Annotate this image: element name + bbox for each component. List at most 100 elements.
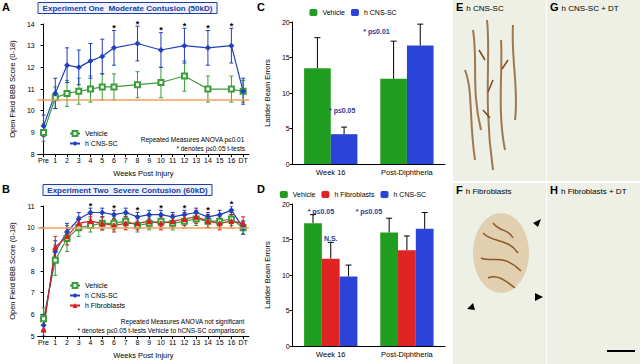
svg-text:8: 8 — [136, 339, 140, 346]
svg-text:2: 2 — [65, 339, 69, 346]
svg-text:8: 8 — [31, 268, 35, 275]
svg-text:14: 14 — [204, 157, 212, 164]
svg-text:5: 5 — [100, 157, 104, 164]
svg-text:3: 3 — [77, 339, 81, 346]
svg-text:Pre: Pre — [38, 157, 49, 164]
svg-text:5: 5 — [100, 339, 104, 346]
svg-text:16: 16 — [227, 157, 235, 164]
svg-text:6: 6 — [112, 339, 116, 346]
svg-text:* p≤0.05: * p≤0.05 — [308, 208, 335, 216]
svg-text:5: 5 — [286, 125, 290, 132]
svg-text:Repeated Measures ANOVA not si: Repeated Measures ANOVA not significant — [121, 318, 245, 326]
svg-text:Week 16: Week 16 — [316, 350, 345, 359]
svg-text:DT: DT — [238, 339, 248, 346]
svg-text:15: 15 — [216, 157, 224, 164]
svg-text:Vehicle: Vehicle — [293, 191, 316, 198]
svg-text:9: 9 — [31, 129, 35, 136]
svg-text:*: * — [112, 23, 116, 33]
svg-text:* p≤0.01: * p≤0.01 — [363, 28, 390, 36]
svg-text:6: 6 — [112, 157, 116, 164]
svg-text:*: * — [112, 203, 116, 213]
svg-text:Post-Diphtheria: Post-Diphtheria — [381, 168, 434, 177]
svg-text:Weeks Post Injury: Weeks Post Injury — [113, 169, 174, 178]
svg-text:Experiment One Moderate Contu: Experiment One Moderate Contusion (50kD) — [43, 4, 213, 13]
svg-text:11: 11 — [27, 86, 34, 93]
svg-text:13: 13 — [192, 339, 200, 346]
svg-text:* p≤0.05: * p≤0.05 — [329, 107, 356, 115]
svg-text:h CNS-SC: h CNS-SC — [85, 140, 118, 147]
svg-text:N.S.: N.S. — [324, 235, 338, 242]
svg-text:Pre: Pre — [38, 339, 49, 346]
svg-text:12: 12 — [27, 64, 35, 71]
svg-text:Open Field BBB Score (0-18): Open Field BBB Score (0-18) — [8, 40, 17, 138]
svg-text:4: 4 — [89, 157, 93, 164]
svg-text:14: 14 — [27, 21, 35, 28]
svg-text:15: 15 — [216, 339, 224, 346]
svg-text:*: * — [159, 203, 163, 213]
svg-text:* denotes p≤0.05 t-tests Vehic: * denotes p≤0.05 t-tests Vehicle to hCNS… — [77, 327, 245, 335]
svg-text:h Fibroblasts: h Fibroblasts — [334, 191, 375, 198]
svg-text:Open Field BBB Score (0-18): Open Field BBB Score (0-18) — [8, 222, 17, 320]
svg-text:10: 10 — [282, 272, 290, 279]
svg-text:12: 12 — [181, 157, 189, 164]
svg-text:5: 5 — [31, 333, 35, 340]
svg-text:7: 7 — [124, 157, 128, 164]
svg-text:0: 0 — [286, 161, 290, 168]
svg-text:h CNS-SC: h CNS-SC — [85, 292, 118, 299]
svg-text:11: 11 — [169, 157, 176, 164]
svg-text:0: 0 — [286, 343, 290, 350]
svg-text:12: 12 — [181, 339, 189, 346]
svg-text:h CNS-SC: h CNS-SC — [393, 191, 426, 198]
svg-text:*: * — [183, 203, 187, 213]
svg-text:Repeated Measures ANOVA p≤0.01: Repeated Measures ANOVA p≤0.01 — [141, 136, 245, 144]
svg-text:8: 8 — [136, 157, 140, 164]
svg-text:5: 5 — [286, 307, 290, 314]
svg-text:Vehicle: Vehicle — [85, 130, 108, 137]
svg-text:6: 6 — [31, 311, 35, 318]
svg-text:13: 13 — [27, 42, 35, 49]
svg-text:1: 1 — [53, 157, 57, 164]
svg-text:Vehicle: Vehicle — [85, 282, 108, 289]
svg-text:C: C — [257, 1, 265, 13]
svg-text:4: 4 — [89, 339, 93, 346]
svg-text:*: * — [89, 201, 93, 211]
svg-text:7: 7 — [124, 339, 128, 346]
svg-text:* p≤0.05: * p≤0.05 — [356, 208, 383, 216]
svg-text:* denotes p≤0.05 t-tests: * denotes p≤0.05 t-tests — [176, 145, 245, 153]
svg-text:*: * — [206, 23, 210, 33]
svg-text:9: 9 — [147, 339, 151, 346]
svg-text:10: 10 — [27, 107, 35, 114]
svg-text:10: 10 — [27, 224, 35, 231]
svg-text:Experiment Two Severe Contusi: Experiment Two Severe Contusion (60kD) — [47, 186, 208, 195]
svg-text:3: 3 — [77, 157, 81, 164]
svg-text:11: 11 — [169, 339, 176, 346]
svg-text:2: 2 — [65, 157, 69, 164]
svg-text:11: 11 — [27, 203, 34, 210]
svg-text:*: * — [159, 25, 163, 35]
svg-text:Post-Diphtheria: Post-Diphtheria — [381, 350, 434, 359]
svg-text:10: 10 — [157, 339, 165, 346]
svg-text:Ladder Beam Errors: Ladder Beam Errors — [263, 59, 272, 127]
svg-text:*: * — [230, 21, 234, 31]
svg-text:Ladder Beam Errors: Ladder Beam Errors — [263, 241, 272, 309]
svg-text:h Fibroblasts: h Fibroblasts — [85, 302, 126, 309]
svg-text:20: 20 — [282, 201, 290, 208]
svg-text:*: * — [206, 205, 210, 215]
svg-text:Week 16: Week 16 — [316, 168, 345, 177]
svg-text:*: * — [136, 205, 140, 215]
svg-text:Weeks Post Injury: Weeks Post Injury — [113, 351, 174, 360]
svg-text:D: D — [257, 183, 265, 195]
svg-text:10: 10 — [157, 157, 165, 164]
svg-text:*: * — [183, 21, 187, 31]
svg-text:15: 15 — [282, 54, 290, 61]
svg-text:B: B — [2, 183, 10, 195]
svg-text:9: 9 — [31, 246, 35, 253]
svg-text:14: 14 — [204, 339, 212, 346]
svg-text:*: * — [136, 19, 140, 29]
svg-text:16: 16 — [227, 339, 235, 346]
svg-text:DT: DT — [238, 157, 248, 164]
svg-text:10: 10 — [282, 90, 290, 97]
svg-text:1: 1 — [53, 339, 57, 346]
svg-text:Vehicle: Vehicle — [322, 9, 345, 16]
svg-text:8: 8 — [31, 151, 35, 158]
